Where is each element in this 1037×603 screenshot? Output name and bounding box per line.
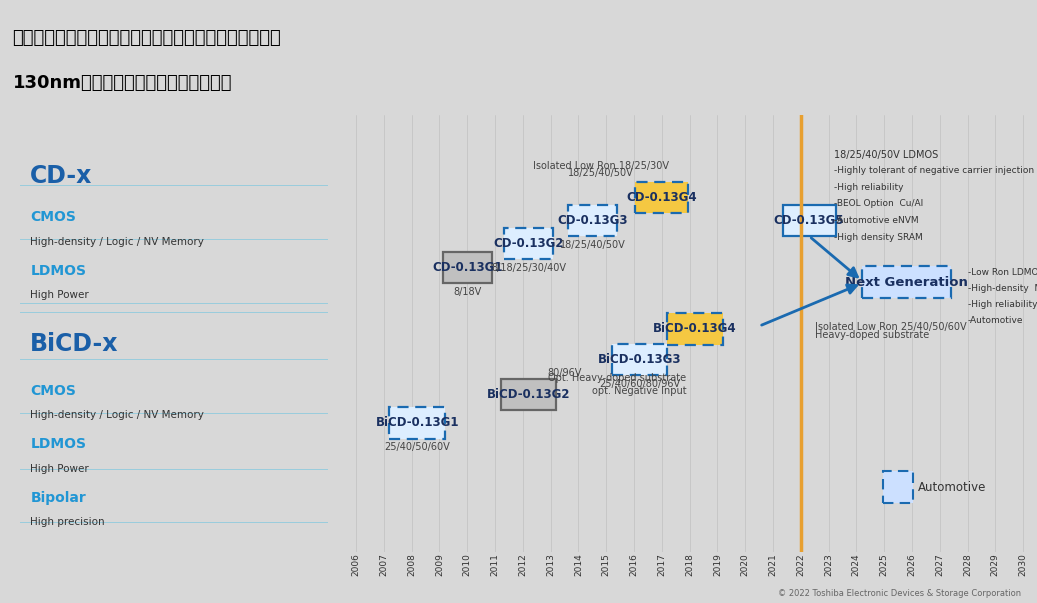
Text: 25/40/60/80/96V: 25/40/60/80/96V xyxy=(599,379,680,389)
Text: CD-0.13G5: CD-0.13G5 xyxy=(774,214,844,227)
Text: Next Generation: Next Generation xyxy=(845,276,968,288)
Text: 東芝デバイス＆ストレージ／ジャパンセミコンダクター: 東芝デバイス＆ストレージ／ジャパンセミコンダクター xyxy=(12,29,281,46)
Text: 80/96V: 80/96V xyxy=(548,368,582,377)
Text: opt. Negative Input: opt. Negative Input xyxy=(592,386,686,396)
Text: 18/25/40/50V: 18/25/40/50V xyxy=(559,240,625,250)
FancyBboxPatch shape xyxy=(636,182,689,213)
Text: -High reliability: -High reliability xyxy=(968,300,1037,309)
FancyBboxPatch shape xyxy=(668,313,723,344)
Text: 8/18/25/30/40V: 8/18/25/30/40V xyxy=(491,263,566,273)
Text: BiCD-0.13G1: BiCD-0.13G1 xyxy=(375,416,459,429)
FancyBboxPatch shape xyxy=(443,252,492,283)
Text: CD-0.13G4: CD-0.13G4 xyxy=(626,191,697,204)
Text: Heavy-doped substrate: Heavy-doped substrate xyxy=(815,330,929,340)
Text: BiCD-0.13G3: BiCD-0.13G3 xyxy=(597,353,681,366)
FancyBboxPatch shape xyxy=(501,379,556,410)
Text: CMOS: CMOS xyxy=(30,384,76,397)
Text: Automotive: Automotive xyxy=(918,481,986,493)
Text: -High density SRAM: -High density SRAM xyxy=(834,233,923,242)
Text: CD-0.13G3: CD-0.13G3 xyxy=(557,214,627,227)
Text: Bipolar: Bipolar xyxy=(30,491,86,505)
Text: -Low Ron LDMOS: -Low Ron LDMOS xyxy=(968,268,1037,277)
Text: LDMOS: LDMOS xyxy=(30,437,86,451)
FancyBboxPatch shape xyxy=(568,204,617,236)
Text: High precision: High precision xyxy=(30,517,105,528)
Text: 8/18V: 8/18V xyxy=(453,287,481,297)
Text: BiCD-x: BiCD-x xyxy=(30,332,119,356)
Text: -High reliability: -High reliability xyxy=(834,183,903,192)
Text: 130nmアナログプロセスロードマップ: 130nmアナログプロセスロードマップ xyxy=(12,75,232,92)
Text: Isolated Low Ron 25/40/50/60V: Isolated Low Ron 25/40/50/60V xyxy=(815,321,966,332)
Text: 18/25/40/50V: 18/25/40/50V xyxy=(568,168,634,178)
Text: -Automotive: -Automotive xyxy=(968,316,1024,325)
Text: BiCD-0.13G2: BiCD-0.13G2 xyxy=(486,388,570,401)
Text: 25/40/50/60V: 25/40/50/60V xyxy=(385,443,450,452)
FancyBboxPatch shape xyxy=(390,407,445,438)
Text: Isolated Low Ron 18/25/30V: Isolated Low Ron 18/25/30V xyxy=(533,162,669,171)
Text: Opt. Heavy-doped substrate: Opt. Heavy-doped substrate xyxy=(548,373,686,384)
Text: High-density / Logic / NV Memory: High-density / Logic / NV Memory xyxy=(30,410,204,420)
Text: © 2022 Toshiba Electronic Devices & Storage Corporation: © 2022 Toshiba Electronic Devices & Stor… xyxy=(779,589,1021,598)
Text: High Power: High Power xyxy=(30,464,89,474)
Text: -Highly tolerant of negative carrier injection: -Highly tolerant of negative carrier inj… xyxy=(834,166,1034,175)
FancyBboxPatch shape xyxy=(882,471,914,504)
FancyBboxPatch shape xyxy=(783,204,836,236)
FancyBboxPatch shape xyxy=(504,228,553,259)
Text: High-density / Logic / NV Memory: High-density / Logic / NV Memory xyxy=(30,236,204,247)
Text: High Power: High Power xyxy=(30,290,89,300)
Text: -BEOL Option  Cu/Al: -BEOL Option Cu/Al xyxy=(834,200,923,209)
Text: 18/25/40/50V LDMOS: 18/25/40/50V LDMOS xyxy=(834,150,938,160)
Text: -High-density  MOS: -High-density MOS xyxy=(968,284,1037,293)
Text: CD-0.13G2: CD-0.13G2 xyxy=(494,237,564,250)
FancyBboxPatch shape xyxy=(862,267,951,298)
Text: -Automotive eNVM: -Automotive eNVM xyxy=(834,216,919,225)
FancyBboxPatch shape xyxy=(612,344,668,375)
Text: LDMOS: LDMOS xyxy=(30,264,86,278)
Text: CD-0.13G1: CD-0.13G1 xyxy=(432,261,503,274)
Text: CD-x: CD-x xyxy=(30,163,92,188)
Text: BiCD-0.13G4: BiCD-0.13G4 xyxy=(653,322,737,335)
Text: CMOS: CMOS xyxy=(30,210,76,224)
